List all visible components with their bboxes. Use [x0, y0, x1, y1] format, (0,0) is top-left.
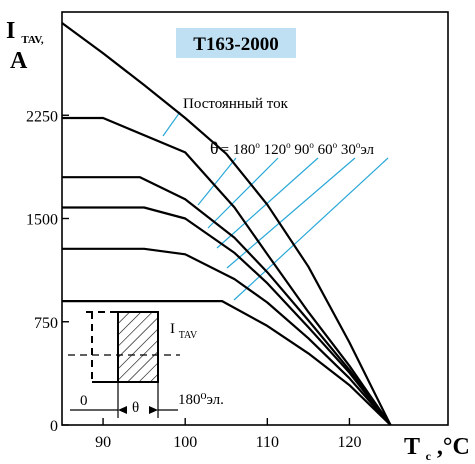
inset-zero-label: 0 — [80, 393, 88, 409]
chart-title: T163-2000 — [193, 34, 279, 55]
theta-label: θ = 180o 120o 90o 60o 30oэл — [210, 138, 375, 158]
leader-line — [216, 157, 319, 249]
inset-theta-label: θ — [132, 400, 139, 416]
theta-value-30: 30 — [341, 142, 356, 158]
x-tick-label: 90 — [95, 434, 111, 451]
y-tick-label: 750 — [34, 315, 58, 332]
title-box — [176, 28, 296, 58]
theta-value-60: 60 — [318, 142, 333, 158]
inset-pulse — [117, 311, 159, 383]
waveform-inset: 0 θ I TAV 180⁰эл. — [68, 306, 224, 418]
x-tick-label: 120 — [337, 434, 361, 451]
axis-ticks: 90 100 110 120 0 750 1500 2250 — [26, 108, 361, 451]
y-tick-label: 2250 — [26, 108, 58, 125]
theta-symbol: θ — [210, 138, 219, 158]
inset-arrow-right — [149, 406, 158, 414]
inset-current-label: I TAV — [170, 321, 198, 341]
theta-value-120: 120 — [264, 142, 287, 158]
y-axis-label-main: I — [6, 18, 15, 44]
inset-current-main: I — [170, 321, 175, 337]
leader-line — [226, 157, 356, 269]
leader-line — [162, 111, 181, 137]
theta-value-180: 180 — [233, 142, 256, 158]
x-axis-label-unit: ,°C — [437, 434, 470, 460]
inset-current-sub: TAV — [179, 330, 198, 341]
y-tick-label: 0 — [50, 418, 58, 435]
x-axis-label: T c ,°C — [404, 434, 470, 464]
leader-lines — [162, 111, 389, 301]
x-tick-label: 100 — [173, 434, 197, 451]
derating-curves — [61, 22, 392, 426]
theta-unit: эл — [360, 142, 374, 158]
derating-curve — [61, 22, 392, 426]
x-tick-label: 110 — [256, 434, 279, 451]
x-axis-label-main: T — [404, 434, 420, 460]
dc-current-label: Постоянный ток — [183, 96, 289, 112]
y-axis-unit: A — [10, 48, 28, 74]
theta-value-90: 90 — [294, 142, 309, 158]
y-axis-label: I TAV, — [6, 18, 44, 46]
derating-curve — [62, 247, 392, 426]
x-axis-label-sub: c — [426, 449, 432, 463]
leader-line — [207, 157, 279, 229]
leader-line — [197, 157, 237, 206]
derating-curve — [62, 176, 392, 426]
y-axis-label-sub: TAV, — [21, 34, 44, 46]
derating-curve — [62, 116, 392, 426]
inset-period-label: 180⁰эл. — [178, 392, 224, 408]
derating-curve — [62, 206, 392, 426]
derating-curve — [62, 300, 392, 426]
y-tick-label: 1500 — [26, 212, 58, 229]
inset-arrow-left — [118, 406, 127, 414]
